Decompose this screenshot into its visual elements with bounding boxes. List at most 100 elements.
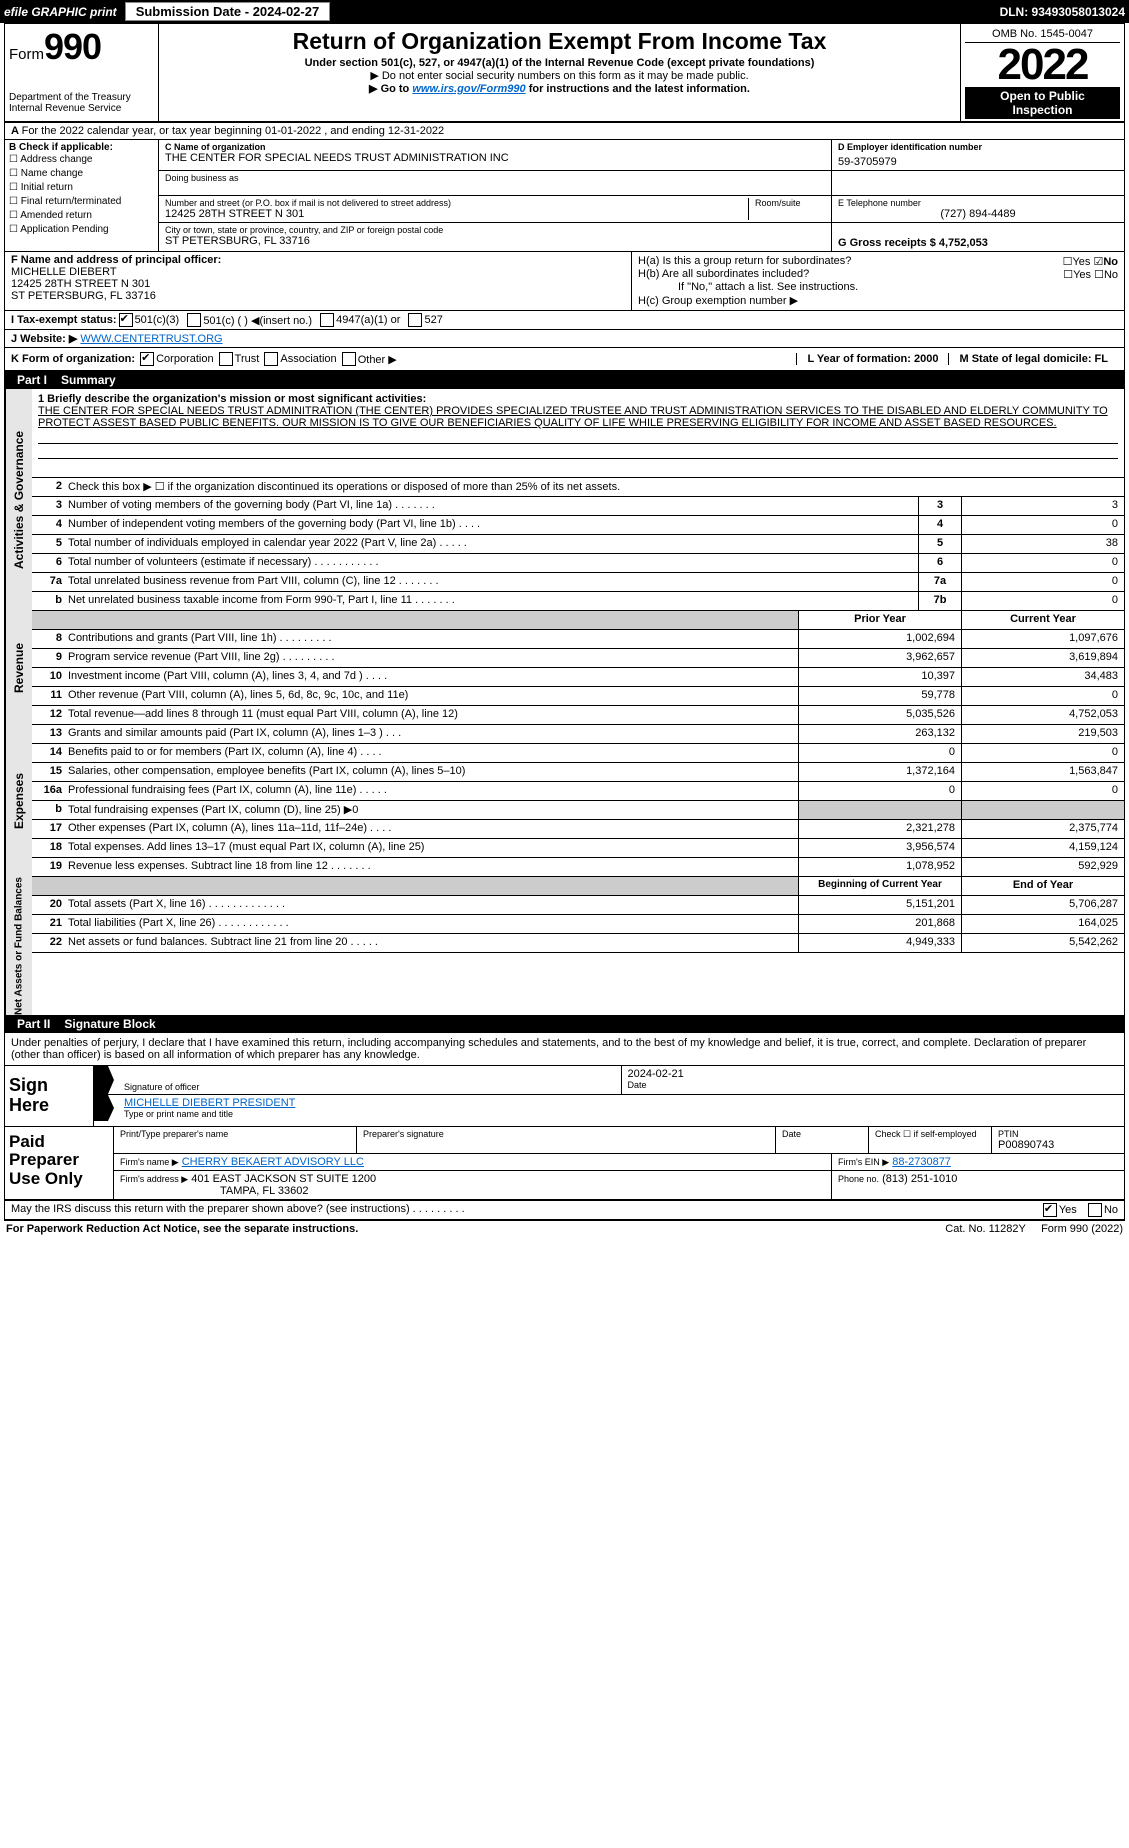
section-i: I Tax-exempt status: 501(c)(3) 501(c) ( … — [5, 311, 1124, 330]
data-row: b Total fundraising expenses (Part IX, c… — [32, 801, 1124, 820]
mission-text: THE CENTER FOR SPECIAL NEEDS TRUST ADMIN… — [38, 405, 1118, 429]
chk-initial-return[interactable]: Initial return — [9, 181, 154, 195]
chk-name-change[interactable]: Name change — [9, 167, 154, 181]
submission-date: Submission Date - 2024-02-27 — [125, 2, 331, 21]
data-row: 22 Net assets or fund balances. Subtract… — [32, 934, 1124, 953]
chk-501c[interactable] — [187, 313, 201, 327]
ag-row: 3 Number of voting members of the govern… — [32, 497, 1124, 516]
form-title: Return of Organization Exempt From Incom… — [165, 28, 954, 55]
data-row: 15 Salaries, other compensation, employe… — [32, 763, 1124, 782]
chk-4947[interactable] — [320, 313, 334, 327]
ptin-label: PTIN — [998, 1129, 1118, 1139]
tab-net-assets: Net Assets or Fund Balances — [5, 877, 32, 1015]
net-assets-section: Net Assets or Fund Balances Beginning of… — [5, 877, 1124, 1015]
addr-label: Number and street (or P.O. box if mail i… — [165, 198, 748, 208]
dept-treasury: Department of the Treasury — [9, 92, 154, 103]
form-subtitle: Under section 501(c), 527, or 4947(a)(1)… — [165, 57, 954, 69]
j-label: J Website: ▶ — [11, 332, 77, 345]
briefly-label: 1 Briefly describe the organization's mi… — [38, 393, 1118, 405]
open-public-1: Open to Public — [969, 89, 1116, 103]
form-warning: ▶ Do not enter social security numbers o… — [165, 69, 954, 82]
part1-label: Part I — [11, 373, 53, 387]
form-number: 990 — [44, 26, 101, 67]
firm-name-link[interactable]: CHERRY BEKAERT ADVISORY LLC — [182, 1156, 364, 1168]
f-label: F Name and address of principal officer: — [11, 254, 625, 266]
data-row: 11 Other revenue (Part VIII, column (A),… — [32, 687, 1124, 706]
firm-addr2: TAMPA, FL 33602 — [120, 1185, 825, 1197]
top-bar: efile GRAPHIC print Submission Date - 20… — [0, 0, 1129, 23]
firm-ein-link[interactable]: 88-2730877 — [892, 1156, 951, 1168]
officer-name-title[interactable]: MICHELLE DIEBERT PRESIDENT — [124, 1097, 1118, 1109]
name-title-label: Type or print name and title — [124, 1109, 1118, 1119]
bottom-line: For Paperwork Reduction Act Notice, see … — [0, 1221, 1129, 1237]
revenue-section: Revenue Prior Year Current Year 8 Contri… — [5, 611, 1124, 725]
sign-arrow-icon — [94, 1066, 114, 1094]
irs-label: Internal Revenue Service — [9, 103, 154, 114]
sign-here-block: Sign Here Signature of officer 2024-02-2… — [5, 1065, 1124, 1127]
data-row: 12 Total revenue—add lines 8 through 11 … — [32, 706, 1124, 725]
website-link[interactable]: WWW.CENTERTRUST.ORG — [80, 333, 222, 345]
goto-suffix: for instructions and the latest informat… — [526, 83, 750, 95]
chk-other[interactable] — [342, 352, 356, 366]
chk-527[interactable] — [408, 313, 422, 327]
ag-row: 7a Total unrelated business revenue from… — [32, 573, 1124, 592]
phone-label: Phone no. — [838, 1174, 879, 1184]
hb-label: H(b) Are all subordinates included? — [638, 268, 809, 280]
data-row: 14 Benefits paid to or for members (Part… — [32, 744, 1124, 763]
tab-revenue: Revenue — [5, 611, 32, 725]
prep-sig-label: Preparer's signature — [363, 1129, 769, 1139]
chk-assoc[interactable] — [264, 352, 278, 366]
chk-app-pending[interactable]: Application Pending — [9, 223, 154, 237]
sig-officer-label: Signature of officer — [124, 1082, 615, 1092]
prep-name-label: Print/Type preparer's name — [120, 1129, 350, 1139]
data-row: 13 Grants and similar amounts paid (Part… — [32, 725, 1124, 744]
ag-row: 6 Total number of volunteers (estimate i… — [32, 554, 1124, 573]
firm-name-label: Firm's name ▶ — [120, 1157, 179, 1167]
part2-header: Part II Signature Block — [5, 1015, 1124, 1033]
row-a-tax-year: A For the 2022 calendar year, or tax yea… — [5, 123, 1124, 140]
l-year: L Year of formation: 2000 — [796, 353, 948, 365]
check-self-emp: Check ☐ if self-employed — [875, 1129, 985, 1140]
section-k-lm: K Form of organization: Corporation Trus… — [5, 348, 1124, 371]
telephone: (727) 894-4489 — [838, 208, 1118, 220]
chk-amended[interactable]: Amended return — [9, 209, 154, 223]
form-990: Form990 Department of the Treasury Inter… — [4, 23, 1125, 1221]
phone-value: (813) 251-1010 — [882, 1173, 957, 1185]
c-name-label: C Name of organization — [165, 142, 825, 152]
tab-expenses: Expenses — [5, 725, 32, 877]
declaration-text: Under penalties of perjury, I declare th… — [5, 1033, 1124, 1065]
data-row: 9 Program service revenue (Part VIII, li… — [32, 649, 1124, 668]
expenses-section: Expenses 13 Grants and similar amounts p… — [5, 725, 1124, 877]
end-year-hdr: End of Year — [961, 877, 1124, 895]
may-irs-no[interactable] — [1088, 1203, 1102, 1217]
b-label: B Check if applicable: — [9, 142, 154, 153]
part1-header: Part I Summary — [5, 371, 1124, 389]
chk-address-change[interactable]: Address change — [9, 153, 154, 167]
goto-link[interactable]: www.irs.gov/Form990 — [412, 83, 525, 95]
tel-label: E Telephone number — [838, 198, 1118, 208]
part2-label: Part II — [11, 1017, 56, 1031]
org-name: THE CENTER FOR SPECIAL NEEDS TRUST ADMIN… — [165, 152, 825, 164]
officer-addr1: 12425 28TH STREET N 301 — [11, 278, 625, 290]
may-irs-yes[interactable] — [1043, 1203, 1057, 1217]
sign-arrow-icon-2 — [94, 1095, 114, 1121]
room-label: Room/suite — [755, 198, 825, 208]
gross-receipts: G Gross receipts $ 4,752,053 — [838, 237, 1118, 249]
i-label: I Tax-exempt status: — [11, 314, 117, 326]
chk-corp[interactable] — [140, 352, 154, 366]
prior-year-hdr: Prior Year — [798, 611, 961, 629]
chk-501c3[interactable] — [119, 313, 133, 327]
row-a-text: For the 2022 calendar year, or tax year … — [22, 125, 445, 137]
chk-final-return[interactable]: Final return/terminated — [9, 195, 154, 209]
form-prefix: Form — [9, 46, 44, 63]
officer-addr2: ST PETERSBURG, FL 33716 — [11, 290, 625, 302]
section-fh: F Name and address of principal officer:… — [5, 252, 1124, 311]
hc-label: H(c) Group exemption number ▶ — [638, 294, 1118, 307]
firm-addr1: 401 EAST JACKSON ST SUITE 1200 — [191, 1173, 376, 1185]
goto-prefix: ▶ Go to — [369, 83, 412, 95]
data-row: 17 Other expenses (Part IX, column (A), … — [32, 820, 1124, 839]
ptin-value: P00890743 — [998, 1139, 1118, 1151]
data-row: 18 Total expenses. Add lines 13–17 (must… — [32, 839, 1124, 858]
chk-trust[interactable] — [219, 352, 233, 366]
current-year-hdr: Current Year — [961, 611, 1124, 629]
